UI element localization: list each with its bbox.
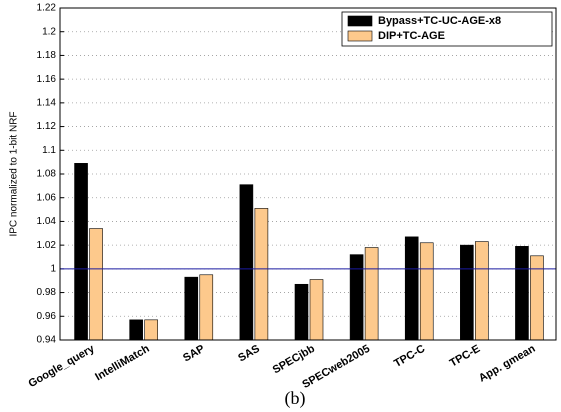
bar	[460, 244, 474, 341]
bar	[349, 254, 364, 341]
y-tick-label: 0.94	[37, 335, 57, 346]
y-tick-label: 0.98	[37, 287, 57, 298]
legend-label: Bypass+TC-UC-AGE-x8	[378, 15, 501, 27]
bar	[419, 242, 434, 341]
bar	[239, 184, 254, 341]
bar	[309, 279, 324, 341]
legend-swatch	[347, 15, 373, 27]
bar	[475, 241, 489, 341]
bar	[74, 163, 88, 341]
y-tick-label: 1.22	[37, 3, 57, 14]
y-axis-label: IPC normalized to 1-bit NRF	[9, 111, 20, 236]
y-tick-label: 1.1	[42, 145, 56, 156]
bar	[129, 319, 143, 341]
bar	[199, 274, 214, 341]
bar	[294, 283, 309, 341]
bar	[184, 276, 199, 341]
bar	[89, 228, 103, 341]
y-tick-label: 1.14	[37, 97, 57, 108]
caption: (b)	[285, 388, 306, 409]
bar	[404, 236, 419, 341]
y-tick-label: 1.16	[37, 74, 57, 85]
bar	[144, 319, 158, 341]
bar	[254, 208, 269, 341]
y-tick-label: 0.96	[37, 311, 57, 322]
legend-label: DIP+TC-AGE	[378, 30, 445, 42]
bar	[364, 247, 379, 341]
y-tick-label: 1.04	[37, 216, 57, 227]
y-tick-label: 1.08	[37, 169, 57, 180]
y-tick-label: 1.2	[42, 26, 56, 37]
y-tick-label: 1.02	[37, 240, 57, 251]
y-tick-label: 1	[50, 263, 56, 274]
y-tick-label: 1.06	[37, 192, 57, 203]
y-tick-label: 1.12	[37, 121, 57, 132]
legend-swatch	[347, 30, 373, 42]
y-tick-label: 1.18	[37, 50, 57, 61]
legend-box	[341, 11, 553, 47]
bar	[515, 246, 529, 341]
plot-frame	[59, 7, 557, 341]
